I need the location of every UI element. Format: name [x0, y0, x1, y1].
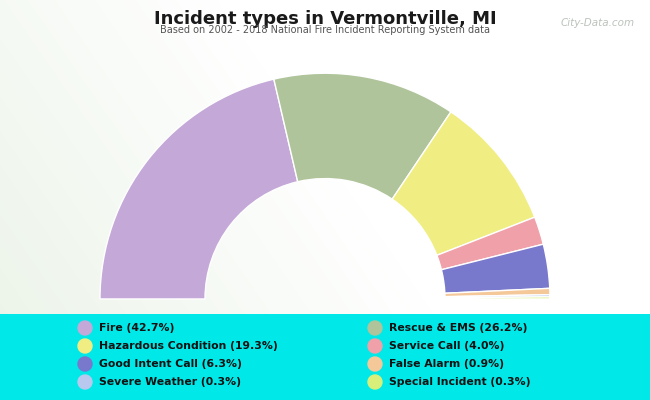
Text: Fire (42.7%): Fire (42.7%)	[99, 323, 174, 333]
Circle shape	[368, 357, 382, 371]
Text: Hazardous Condition (19.3%): Hazardous Condition (19.3%)	[99, 341, 278, 351]
Wedge shape	[437, 217, 543, 270]
Wedge shape	[445, 288, 550, 297]
Text: City-Data.com: City-Data.com	[561, 18, 635, 28]
Text: False Alarm (0.9%): False Alarm (0.9%)	[389, 359, 504, 369]
Text: Rescue & EMS (26.2%): Rescue & EMS (26.2%)	[389, 323, 527, 333]
Circle shape	[78, 375, 92, 389]
Text: Special Incident (0.3%): Special Incident (0.3%)	[389, 377, 530, 387]
Wedge shape	[445, 295, 550, 298]
Circle shape	[368, 339, 382, 353]
Circle shape	[78, 321, 92, 335]
Text: Severe Weather (0.3%): Severe Weather (0.3%)	[99, 377, 241, 387]
Circle shape	[78, 339, 92, 353]
Circle shape	[368, 375, 382, 389]
Text: Incident types in Vermontville, MI: Incident types in Vermontville, MI	[153, 10, 497, 28]
Text: Service Call (4.0%): Service Call (4.0%)	[389, 341, 504, 351]
Wedge shape	[392, 112, 535, 255]
Wedge shape	[274, 73, 451, 199]
Circle shape	[368, 321, 382, 335]
Circle shape	[78, 357, 92, 371]
Wedge shape	[100, 79, 298, 299]
Text: Good Intent Call (6.3%): Good Intent Call (6.3%)	[99, 359, 242, 369]
Wedge shape	[445, 297, 550, 299]
Text: Based on 2002 - 2018 National Fire Incident Reporting System data: Based on 2002 - 2018 National Fire Incid…	[160, 25, 490, 35]
Wedge shape	[441, 244, 550, 293]
